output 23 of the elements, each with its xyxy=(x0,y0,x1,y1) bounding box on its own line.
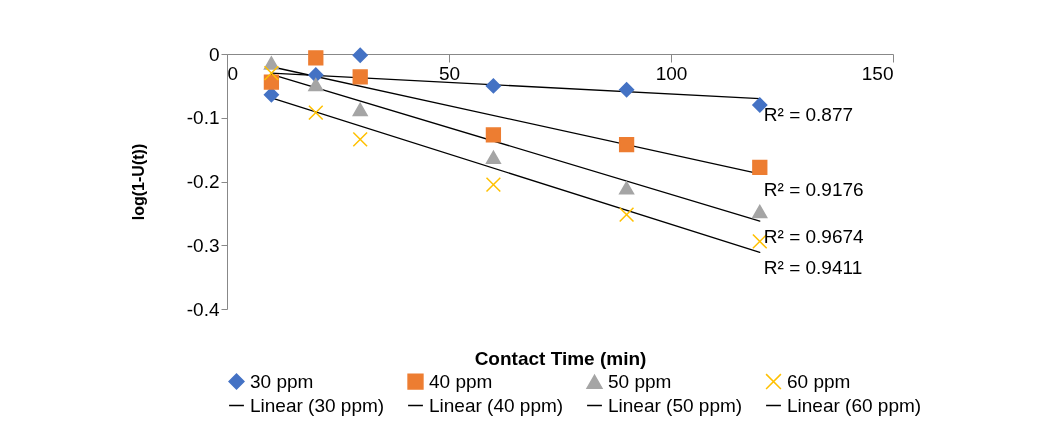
x-axis-title: Contact Time (min) xyxy=(474,347,647,369)
x-tick-label: 0 xyxy=(227,62,239,84)
legend-label: Linear (60 ppm) xyxy=(787,394,922,416)
x-tick-label: 100 xyxy=(655,62,688,84)
annotation: R² = 0.9674 xyxy=(763,226,865,248)
y-tick-label: -0.2 xyxy=(186,171,220,192)
legend-label: 40 ppm xyxy=(429,370,493,392)
legend-label: Linear (50 ppm) xyxy=(608,394,743,416)
annotation: R² = 0.9176 xyxy=(763,178,864,200)
y-axis-title: log(1-U(t)) xyxy=(129,143,147,221)
annotation: R² = 0.9411 xyxy=(763,257,863,279)
legend-label: 50 ppm xyxy=(608,370,672,392)
annotation: R² = 0.877 xyxy=(763,103,854,125)
legend-label: 60 ppm xyxy=(787,370,851,392)
legend-label: 30 ppm xyxy=(250,370,314,392)
y-tick-label: -0.4 xyxy=(186,298,220,320)
y-tick-label: -0.1 xyxy=(186,107,220,129)
x-tick-label: 150 xyxy=(861,62,894,84)
y-tick-label: -0.3 xyxy=(186,234,220,256)
legend-label: Linear (30 ppm) xyxy=(250,394,385,416)
x-tick-label: 50 xyxy=(438,62,461,84)
y-tick-label: 0 xyxy=(208,43,220,65)
legend-label: Linear (40 ppm) xyxy=(429,394,564,416)
